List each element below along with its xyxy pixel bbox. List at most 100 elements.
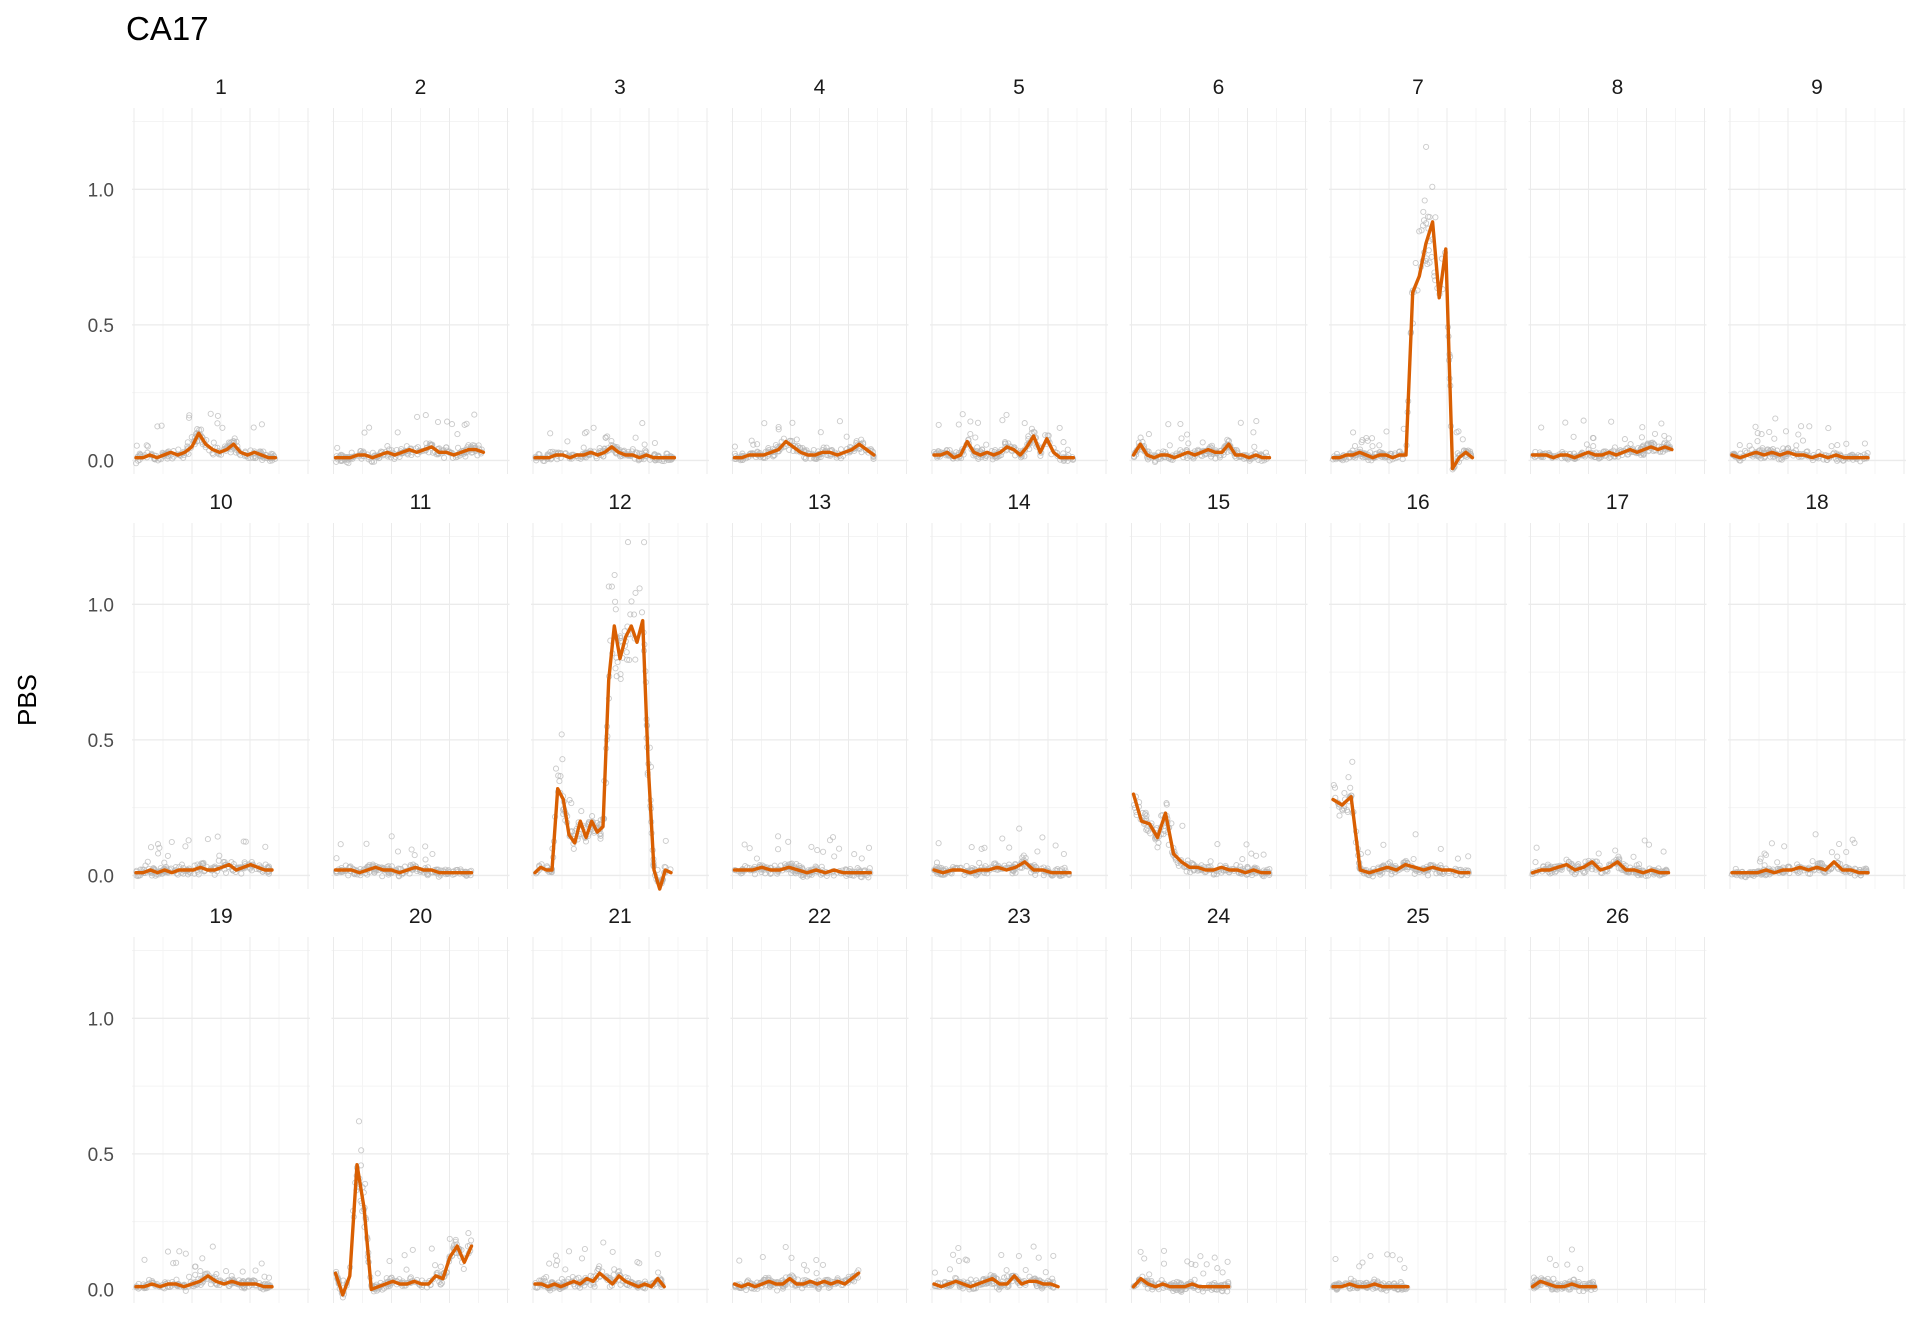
data-point bbox=[1754, 438, 1761, 445]
data-point bbox=[1774, 859, 1781, 866]
data-point bbox=[168, 838, 175, 846]
data-point bbox=[741, 841, 748, 848]
data-point bbox=[1766, 428, 1773, 436]
data-point bbox=[156, 844, 163, 851]
data-point bbox=[133, 460, 140, 467]
data-point bbox=[583, 428, 590, 436]
series-line bbox=[333, 865, 474, 875]
facet-label: 21 bbox=[608, 905, 631, 928]
data-point bbox=[1828, 849, 1835, 856]
data-point bbox=[978, 845, 985, 852]
data-point bbox=[623, 649, 630, 656]
data-point bbox=[639, 420, 646, 427]
data-point bbox=[1199, 439, 1206, 446]
data-point bbox=[1248, 850, 1255, 857]
data-point bbox=[754, 441, 761, 448]
data-point bbox=[642, 447, 649, 454]
facet-label: 15 bbox=[1207, 491, 1230, 514]
data-point bbox=[1021, 420, 1028, 427]
data-point bbox=[204, 836, 211, 843]
data-point bbox=[559, 756, 566, 763]
data-point bbox=[198, 426, 205, 433]
data-point bbox=[865, 844, 873, 851]
facet-panel-15: 15 bbox=[1129, 491, 1308, 889]
data-point bbox=[1347, 784, 1354, 791]
data-point bbox=[1147, 830, 1154, 837]
y-tick-label: 0.5 bbox=[88, 316, 114, 337]
facet-panel-13: 13 bbox=[730, 491, 909, 889]
facet-label: 1 bbox=[215, 76, 227, 99]
data-point bbox=[1455, 428, 1462, 435]
data-point bbox=[411, 852, 418, 859]
facet-label: 7 bbox=[1412, 76, 1424, 99]
data-point bbox=[258, 421, 265, 428]
data-point bbox=[612, 665, 619, 672]
facet-label: 14 bbox=[1007, 491, 1031, 514]
data-point bbox=[817, 429, 824, 436]
data-point bbox=[394, 848, 402, 855]
data-point bbox=[748, 437, 755, 444]
data-point bbox=[1032, 871, 1039, 878]
data-point bbox=[154, 841, 162, 848]
data-point bbox=[1336, 812, 1343, 819]
data-point bbox=[775, 846, 782, 853]
data-point bbox=[144, 443, 151, 450]
data-point bbox=[414, 444, 421, 451]
data-point bbox=[1233, 862, 1240, 869]
data-point bbox=[1386, 859, 1393, 866]
data-point bbox=[1142, 809, 1149, 816]
facet-panel-6: 6 bbox=[1129, 76, 1308, 474]
data-point bbox=[775, 426, 782, 433]
data-point bbox=[761, 420, 768, 427]
y-tick-label: 0.5 bbox=[88, 1145, 114, 1166]
data-point bbox=[967, 430, 974, 438]
data-point bbox=[604, 433, 611, 440]
data-point bbox=[422, 412, 429, 419]
data-point bbox=[959, 411, 966, 418]
data-point bbox=[1583, 441, 1590, 448]
series-line bbox=[932, 434, 1076, 460]
facet-label: 24 bbox=[1207, 905, 1231, 928]
data-point bbox=[1660, 848, 1667, 855]
data-point bbox=[1658, 420, 1665, 427]
data-point bbox=[1645, 841, 1653, 848]
series-line bbox=[134, 431, 278, 460]
data-point bbox=[851, 851, 858, 858]
data-point bbox=[185, 414, 193, 421]
data-point bbox=[1383, 428, 1390, 435]
data-point bbox=[154, 423, 161, 430]
data-point bbox=[422, 856, 429, 863]
data-point bbox=[252, 455, 259, 462]
data-point bbox=[836, 845, 843, 852]
data-point bbox=[1746, 442, 1753, 449]
data-point bbox=[1612, 847, 1619, 854]
y-tick-label: 1.0 bbox=[88, 595, 114, 616]
series-line bbox=[1331, 220, 1475, 471]
facet-panel-1: 10.00.51.0 bbox=[88, 76, 310, 474]
data-point bbox=[597, 832, 604, 839]
data-point bbox=[558, 731, 565, 738]
data-point bbox=[1812, 831, 1819, 838]
data-point bbox=[1184, 431, 1191, 438]
data-point bbox=[1213, 871, 1220, 878]
data-point bbox=[1331, 784, 1339, 791]
data-point bbox=[240, 838, 247, 845]
data-point bbox=[1145, 431, 1152, 438]
data-point bbox=[785, 838, 792, 845]
data-point bbox=[385, 871, 392, 878]
facet-label: 25 bbox=[1406, 905, 1429, 928]
chart-title: CA17 bbox=[126, 10, 209, 47]
data-point bbox=[471, 411, 478, 418]
data-point bbox=[1621, 436, 1628, 443]
data-point bbox=[366, 424, 373, 431]
facet-panel-12: 12 bbox=[531, 491, 709, 891]
series-line bbox=[1131, 792, 1272, 875]
data-point bbox=[1369, 443, 1376, 450]
data-point bbox=[219, 424, 226, 431]
data-point bbox=[1260, 851, 1267, 858]
data-point bbox=[164, 852, 171, 859]
series-line bbox=[732, 439, 876, 460]
data-point bbox=[1843, 440, 1850, 447]
data-point bbox=[1806, 423, 1813, 430]
